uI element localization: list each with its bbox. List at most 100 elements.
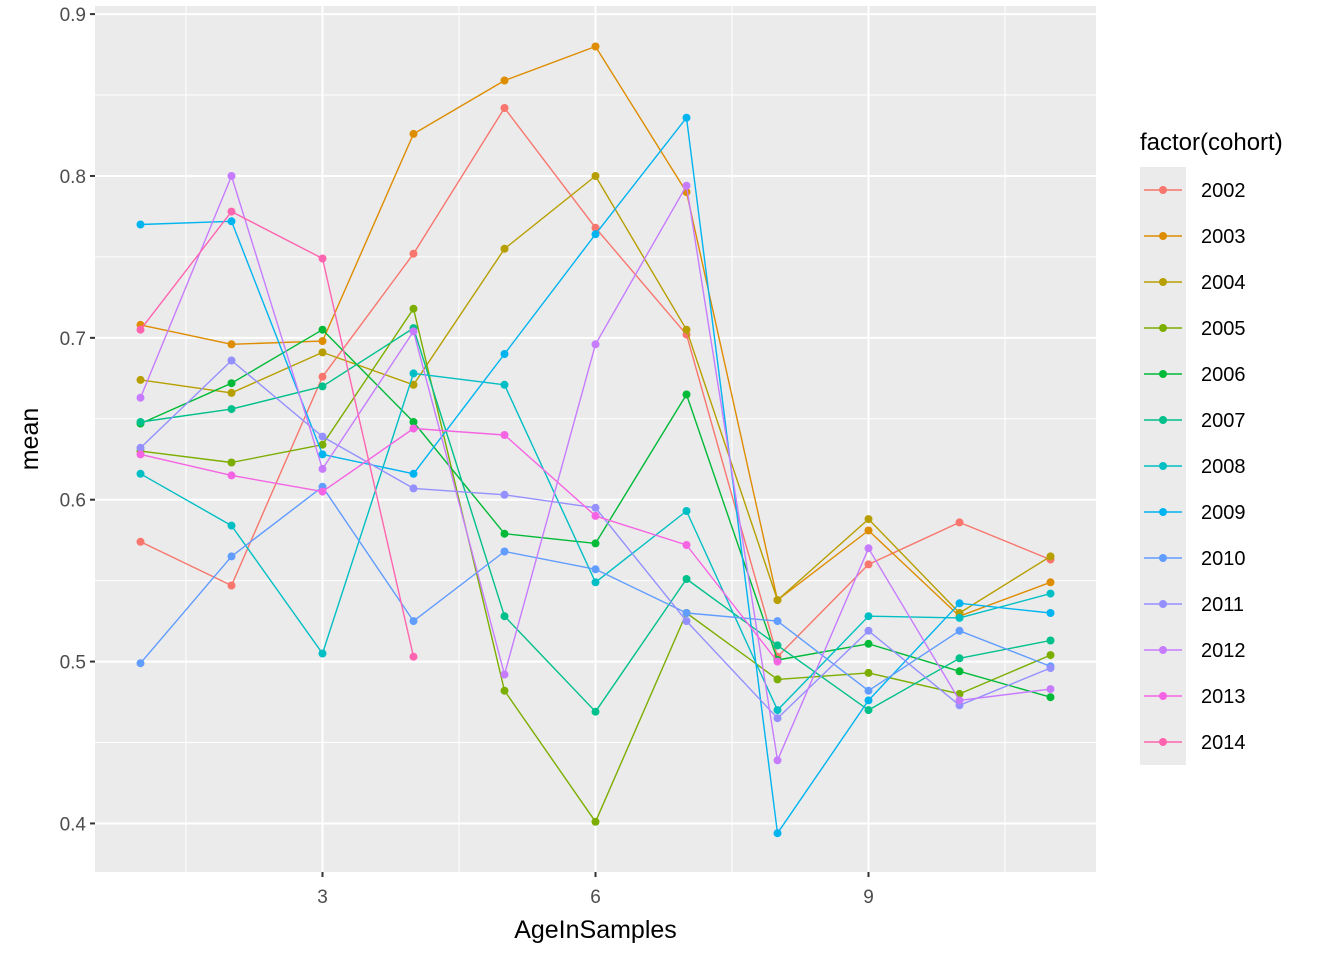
legend-key-point	[1159, 692, 1167, 700]
series-layer	[136, 42, 1055, 838]
x-axis: 3 6 9	[317, 872, 874, 908]
data-point	[500, 76, 509, 85]
data-point	[864, 515, 873, 524]
legend-key-point	[1159, 278, 1167, 286]
legend-label: 2005	[1201, 318, 1246, 340]
data-point	[318, 487, 327, 496]
data-point	[409, 380, 418, 389]
data-point	[318, 254, 327, 263]
y-tick-label: 0.7	[60, 329, 86, 350]
legend-item-2006: 2006	[1144, 364, 1246, 386]
data-point	[1046, 693, 1055, 702]
series-2003	[136, 42, 1055, 621]
data-point	[773, 657, 782, 666]
legend-item-2009: 2009	[1144, 502, 1246, 524]
series-line-2014	[139, 210, 415, 657]
y-tick-label: 0.9	[60, 5, 86, 26]
data-point	[409, 484, 418, 493]
data-point	[227, 207, 236, 216]
data-point	[591, 565, 600, 574]
data-point	[409, 129, 418, 138]
data-point	[864, 626, 873, 635]
data-point	[682, 181, 691, 190]
data-point	[136, 418, 145, 426]
data-point	[591, 42, 600, 51]
y-axis-title: mean	[16, 408, 44, 471]
data-point	[500, 350, 509, 358]
data-point	[318, 464, 327, 473]
legend-key-point	[1159, 416, 1167, 424]
data-point	[773, 706, 782, 715]
data-point	[1046, 636, 1055, 645]
data-point	[864, 560, 873, 569]
legend-key-point	[1159, 232, 1167, 240]
legend-item-2011: 2011	[1144, 594, 1244, 616]
data-point	[409, 617, 418, 626]
data-point	[318, 348, 327, 357]
legend-item-2005: 2005	[1144, 318, 1246, 340]
data-point	[864, 668, 873, 677]
legend-item-2013: 2013	[1144, 686, 1246, 708]
y-tick-label: 0.8	[60, 167, 86, 188]
x-tick-label: 3	[317, 887, 328, 908]
data-point	[682, 575, 691, 583]
data-point	[1046, 685, 1055, 694]
data-point	[1046, 589, 1055, 598]
series-2004	[136, 172, 1055, 617]
x-tick-label: 9	[863, 887, 874, 908]
data-point	[409, 304, 418, 313]
data-point	[682, 113, 691, 122]
legend-key-point	[1159, 186, 1167, 194]
data-point	[773, 714, 782, 723]
data-point	[500, 431, 509, 439]
series-2009	[136, 113, 1055, 838]
data-point	[318, 382, 327, 391]
data-point	[682, 507, 691, 515]
data-point	[773, 596, 782, 605]
data-point	[227, 458, 236, 467]
data-point	[955, 518, 964, 527]
legend-item-2007: 2007	[1144, 410, 1246, 432]
data-point	[864, 686, 873, 695]
data-point	[409, 249, 418, 258]
data-point	[955, 667, 964, 676]
series-2012	[136, 172, 1055, 765]
data-point	[591, 172, 600, 180]
data-point	[318, 649, 327, 658]
data-point	[227, 388, 236, 397]
legend: factor(cohort) 2002200320042005200620072…	[1140, 129, 1283, 765]
data-point	[318, 440, 327, 449]
y-tick-label: 0.5	[60, 653, 86, 674]
legend-key-point	[1159, 324, 1167, 332]
data-point	[227, 581, 236, 590]
data-point	[409, 469, 418, 478]
data-point	[1046, 578, 1055, 587]
data-point	[773, 617, 782, 626]
legend-key-point	[1159, 554, 1167, 562]
legend-key-point	[1159, 370, 1167, 378]
data-point	[136, 393, 145, 402]
data-point	[955, 626, 964, 635]
legend-label: 2011	[1201, 594, 1244, 616]
data-point	[318, 450, 327, 459]
data-point	[1046, 651, 1055, 660]
data-point	[591, 503, 600, 512]
data-point	[227, 217, 236, 226]
legend-label: 2006	[1201, 364, 1246, 386]
data-point	[682, 541, 691, 549]
series-2008	[136, 369, 1055, 715]
data-point	[864, 526, 873, 535]
y-axis: 0.4 0.5 0.6 0.7 0.8 0.9	[60, 5, 95, 835]
data-point	[591, 340, 600, 349]
data-point	[500, 529, 509, 538]
data-point	[591, 578, 600, 587]
series-2014	[136, 207, 418, 661]
data-point	[682, 325, 691, 334]
data-point	[1046, 609, 1055, 617]
y-tick-label: 0.4	[60, 814, 87, 835]
data-point	[591, 539, 600, 548]
legend-label: 2007	[1201, 410, 1246, 432]
data-point	[136, 537, 145, 546]
